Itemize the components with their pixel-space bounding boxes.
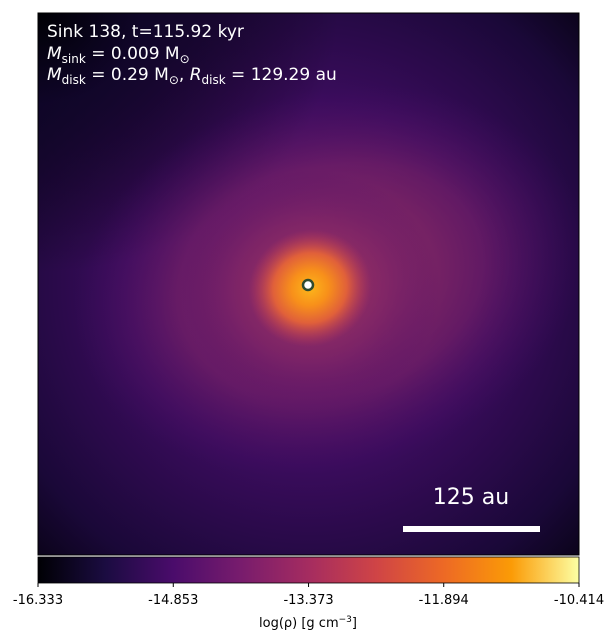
label: log(ρ) [g cm bbox=[259, 616, 339, 631]
title: Sink 138, t=115.92 kyr bbox=[47, 22, 244, 42]
symbol: M bbox=[47, 44, 62, 64]
sink-marker bbox=[301, 278, 315, 292]
disk-info: Mdisk = 0.29 M⊙, Rdisk = 129.29 au bbox=[47, 65, 337, 87]
subscript: disk bbox=[202, 73, 226, 87]
scale-bar-label: 125 au bbox=[433, 485, 509, 510]
x-tick-label: -14.853 bbox=[148, 593, 198, 608]
separator: , bbox=[179, 65, 190, 85]
subscript: ⊙ bbox=[169, 73, 179, 87]
colorbar-label: log(ρ) [g cm−3] bbox=[259, 615, 357, 631]
density-image bbox=[38, 13, 579, 555]
symbol: R bbox=[190, 65, 202, 85]
text: = 129.29 au bbox=[226, 65, 337, 85]
frame bbox=[37, 12, 580, 556]
subscript: sink bbox=[62, 52, 86, 66]
sink-mass: Msink = 0.009 M⊙ bbox=[47, 44, 190, 66]
x-tick-label: -13.373 bbox=[283, 593, 333, 608]
label-end: ] bbox=[352, 616, 357, 631]
colorbar bbox=[37, 556, 580, 584]
subscript: ⊙ bbox=[180, 52, 190, 66]
x-tick-label: -16.333 bbox=[13, 593, 63, 608]
superscript: −3 bbox=[339, 615, 352, 625]
x-tick-label: -10.414 bbox=[554, 593, 604, 608]
text: = 0.29 M bbox=[86, 65, 169, 85]
subscript: disk bbox=[62, 73, 86, 87]
x-tick-label: -11.894 bbox=[419, 593, 469, 608]
text: = 0.009 M bbox=[86, 44, 180, 64]
symbol: M bbox=[47, 65, 62, 85]
